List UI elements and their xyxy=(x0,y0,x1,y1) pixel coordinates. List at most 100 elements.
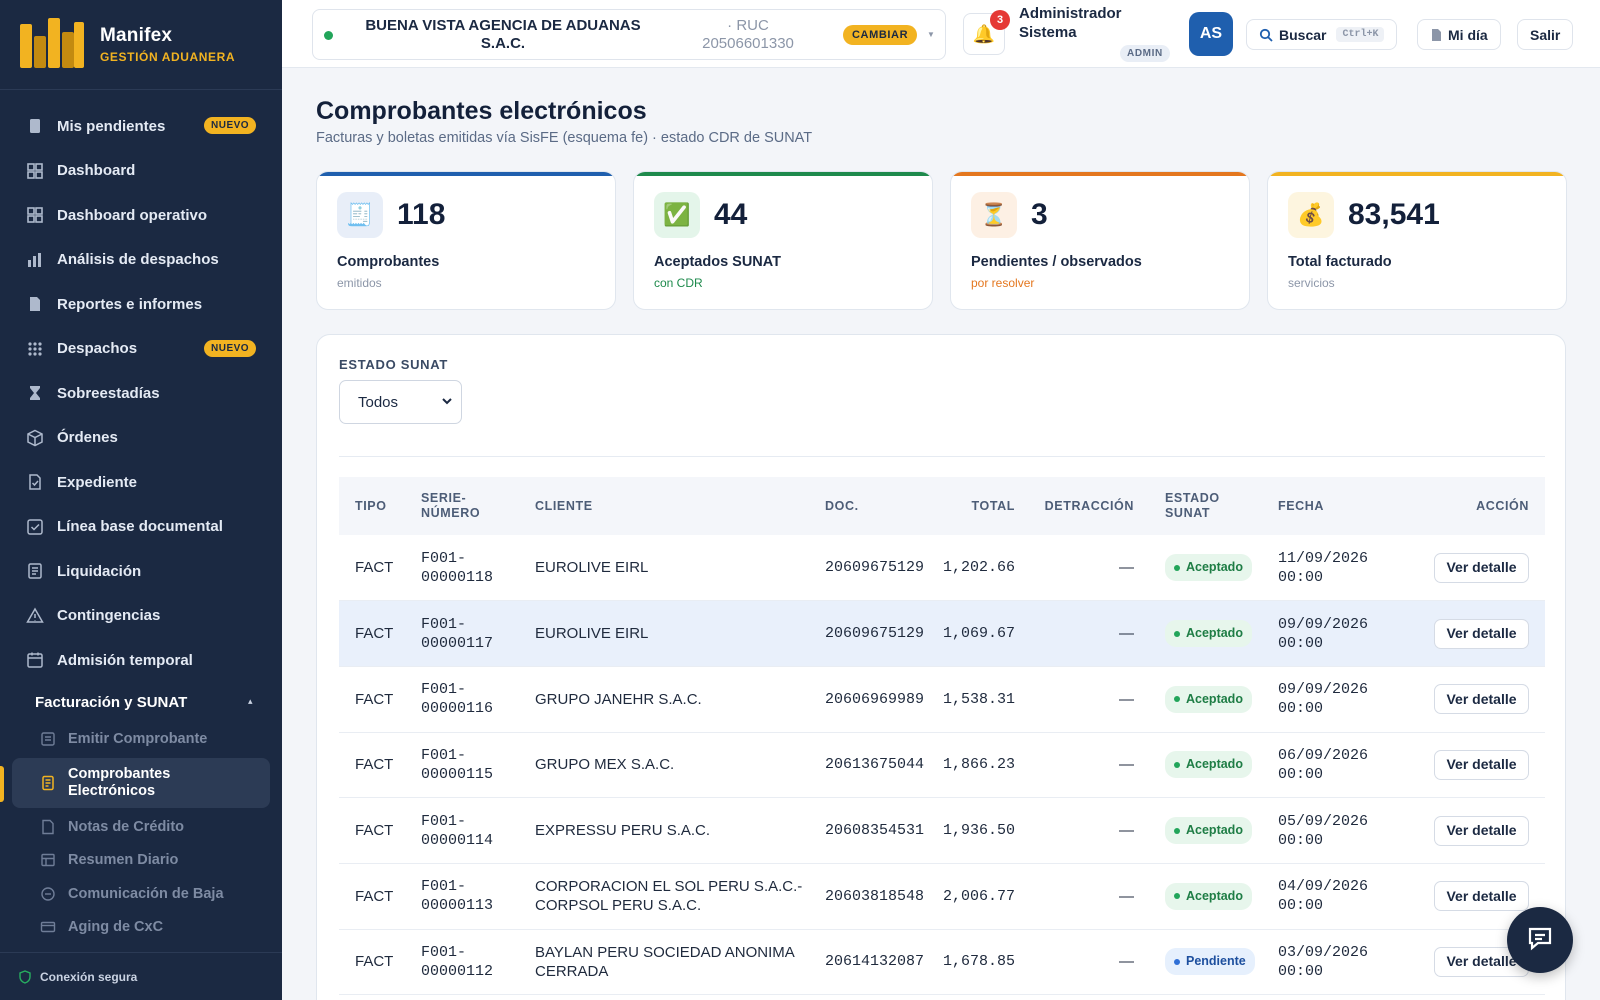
status-dot xyxy=(1174,893,1180,900)
sidebar-item-linea-base[interactable]: Línea base documental xyxy=(0,505,282,550)
table-row[interactable]: FACT F001- 00000115 GRUPO MEX S.A.C. 206… xyxy=(339,732,1545,799)
search-icon xyxy=(1259,28,1273,42)
box-icon xyxy=(26,429,44,447)
sidebar-item-expediente[interactable]: Expediente xyxy=(0,460,282,505)
change-agency-button[interactable]: CAMBIAR xyxy=(843,25,918,45)
receipt-icon xyxy=(26,562,44,580)
notifications-button[interactable]: 🔔 3 xyxy=(963,10,1010,55)
avatar[interactable]: AS xyxy=(1189,12,1233,56)
table-row[interactable]: FACT F001- 00000112 BAYLAN PERU SOCIEDAD… xyxy=(339,929,1545,996)
status-dot xyxy=(1174,958,1180,965)
chevron-down-icon[interactable]: ▼ xyxy=(927,30,935,39)
sidebar-item-mis-pendientes[interactable]: Mis pendientes NUEVO xyxy=(0,104,282,149)
sidebar-item-analisis-despachos[interactable]: Análisis de despachos xyxy=(0,238,282,283)
comprobantes-table: TIPO SERIE- NÚMERO CLIENTE DOC. TOTAL DE… xyxy=(339,477,1545,996)
sidebar-item-notas-credito[interactable]: Notas de Crédito xyxy=(0,810,282,844)
sidebar-item-admision-temporal[interactable]: Admisión temporal xyxy=(0,638,282,683)
ver-detalle-button[interactable]: Ver detalle xyxy=(1434,815,1529,846)
sidebar-item-label: Notas de Crédito xyxy=(68,818,185,835)
search-button[interactable]: Buscar Ctrl+K xyxy=(1246,19,1398,50)
chevron-up-icon: ▴ xyxy=(248,695,253,706)
sidebar-item-label: Dashboard xyxy=(57,162,136,180)
sidebar-item-reportes[interactable]: Reportes e informes xyxy=(0,282,282,327)
status-dot xyxy=(1174,696,1180,703)
table-row[interactable]: FACT F001- 00000113 CORPORACION EL SOL P… xyxy=(339,863,1545,930)
sidebar-item-comunicacion-baja[interactable]: Comunicación de Baja xyxy=(0,877,282,911)
sidebar-item-comprobantes-electronicos[interactable]: Comprobantes Electrónicos xyxy=(12,758,270,808)
ver-detalle-button[interactable]: Ver detalle xyxy=(1434,684,1529,715)
check-icon: ✅ xyxy=(654,192,700,238)
cell-total: 1,202.66 xyxy=(925,535,1015,602)
status-label: Aceptado xyxy=(1186,757,1243,772)
kpi-hint: con CDR xyxy=(654,276,703,290)
cell-fecha: 04/09/2026 00:00 xyxy=(1262,863,1390,930)
ver-detalle-button[interactable]: Ver detalle xyxy=(1434,881,1529,912)
brand[interactable]: Manifex GESTIÓN ADUANERA xyxy=(0,0,282,90)
col-total[interactable]: TOTAL xyxy=(971,498,1015,513)
col-cliente[interactable]: CLIENTE xyxy=(535,498,593,513)
col-doc[interactable]: DOC. xyxy=(825,498,859,513)
status-dot xyxy=(324,31,333,40)
table-row[interactable]: FACT F001- 00000116 GRUPO JANEHR S.A.C. … xyxy=(339,666,1545,733)
table-row[interactable]: FACT F001- 00000118 EUROLIVE EIRL 206096… xyxy=(339,535,1545,602)
status-badge: Aceptado xyxy=(1165,882,1252,910)
cell-doc: 20609675129 xyxy=(809,535,925,602)
cell-accion: Ver detalle xyxy=(1390,666,1545,733)
kpi-hint: por resolver xyxy=(971,276,1035,290)
col-estado[interactable]: ESTADO SUNAT xyxy=(1165,491,1220,520)
logout-button[interactable]: Salir xyxy=(1517,19,1574,50)
col-tipo[interactable]: TIPO xyxy=(355,498,387,513)
filter-label: ESTADO SUNAT xyxy=(339,357,449,372)
grid-icon xyxy=(26,206,44,224)
chat-button[interactable] xyxy=(1507,907,1573,973)
sidebar-group-facturacion[interactable]: Facturación y SUNAT ▴ xyxy=(0,683,282,723)
sidebar-item-label: Contingencias xyxy=(57,607,161,625)
col-serie[interactable]: SERIE- NÚMERO xyxy=(421,491,481,520)
table-row[interactable]: FACT F001- 00000114 EXPRESSU PERU S.A.C.… xyxy=(339,797,1545,864)
sidebar-item-emitir-comprobante[interactable]: Emitir Comprobante xyxy=(0,723,282,757)
cell-serie: F001- 00000115 xyxy=(405,732,519,799)
kpi-label: Aceptados SUNAT xyxy=(654,254,782,270)
cell-tipo: FACT xyxy=(339,535,405,602)
sidebar-item-aging-cxc[interactable]: Aging de CxC xyxy=(0,911,282,945)
sidebar-item-contingencias[interactable]: Contingencias xyxy=(0,594,282,639)
dots-grid-icon xyxy=(26,340,44,358)
estado-sunat-select[interactable]: Todos xyxy=(339,380,462,424)
main-content: Comprobantes electrónicos Facturas y bol… xyxy=(282,68,1600,1000)
ver-detalle-button[interactable]: Ver detalle xyxy=(1434,749,1529,780)
sidebar-item-dashboard[interactable]: Dashboard xyxy=(0,149,282,194)
cell-serie: F001- 00000116 xyxy=(405,666,519,733)
ver-detalle-button[interactable]: Ver detalle xyxy=(1434,618,1529,649)
sidebar-item-dashboard-operativo[interactable]: Dashboard operativo xyxy=(0,193,282,238)
ver-detalle-button[interactable]: Ver detalle xyxy=(1434,552,1529,583)
kpi-value: 3 xyxy=(1031,198,1048,231)
sidebar-item-despachos[interactable]: Despachos NUEVO xyxy=(0,327,282,372)
sidebar-item-liquidacion[interactable]: Liquidación xyxy=(0,549,282,594)
cell-fecha: 03/09/2026 00:00 xyxy=(1262,929,1390,996)
col-detraccion[interactable]: DETRACCIÓN xyxy=(1044,498,1134,513)
kpi-accent xyxy=(634,172,932,176)
cell-serie: F001- 00000112 xyxy=(405,929,519,996)
hourglass-icon: ⏳ xyxy=(971,192,1017,238)
sidebar-item-resumen-diario[interactable]: Resumen Diario xyxy=(0,844,282,878)
cell-tipo: FACT xyxy=(339,600,405,667)
status-badge: Aceptado xyxy=(1165,817,1252,845)
cell-cliente: EUROLIVE EIRL xyxy=(519,600,809,667)
cell-cliente: EXPRESSU PERU S.A.C. xyxy=(519,797,809,864)
sidebar-item-ordenes[interactable]: Órdenes xyxy=(0,416,282,461)
sidebar-item-label: Dashboard operativo xyxy=(57,206,208,224)
sidebar-item-label: Despachos xyxy=(57,340,138,358)
select-value: Todos xyxy=(358,393,399,411)
cell-fecha: 09/09/2026 00:00 xyxy=(1262,666,1390,733)
my-day-button[interactable]: Mi día xyxy=(1417,19,1501,50)
cell-tipo: FACT xyxy=(339,666,405,733)
agency-name: BUENA VISTA AGENCIA DE ADUANAS S.A.C. xyxy=(365,17,641,52)
table-row[interactable]: FACT F001- 00000117 EUROLIVE EIRL 206096… xyxy=(339,600,1545,667)
grid-icon xyxy=(26,162,44,180)
sidebar-item-sobreestadias[interactable]: Sobreestadías xyxy=(0,371,282,416)
col-fecha[interactable]: FECHA xyxy=(1278,498,1325,513)
agency-selector[interactable]: BUENA VISTA AGENCIA DE ADUANAS S.A.C. · … xyxy=(312,9,946,60)
role-badge: ADMIN xyxy=(1120,45,1170,62)
cell-cliente: GRUPO JANEHR S.A.C. xyxy=(519,666,809,733)
status-badge: Aceptado xyxy=(1165,554,1252,582)
